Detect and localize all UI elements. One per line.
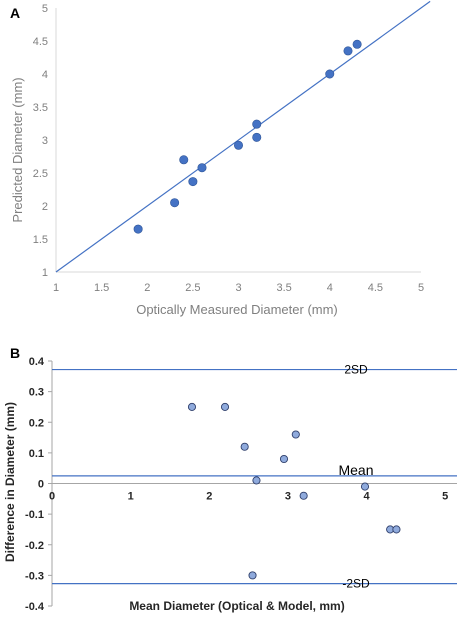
panel-a-data-point [234, 140, 244, 150]
panel-a: A 1 1.5 2 2.5 3 3.5 4 4.5 5 1 1.5 2 2.5 3 3.5 4 4.5 5 Op… [10, 0, 431, 317]
panel-a-y-tick-label: 3.5 [33, 102, 48, 114]
panel-b-x-tick-label: 4 [364, 491, 371, 503]
panel-a-x-tick-label: 1.5 [94, 282, 109, 294]
panel-b-data-point [248, 571, 257, 580]
panel-a-x-tick-label: 4 [327, 282, 333, 294]
panel-a-x-tick-label: 2 [144, 282, 150, 294]
panel-a-y-ticks: 1 1.5 2 2.5 3 3.5 4 4.5 5 [33, 3, 48, 279]
panel-a-data-point [170, 198, 180, 208]
panel-a-x-tick-label: 3 [235, 282, 241, 294]
panel-a-y-tick-label: 2 [42, 201, 48, 213]
panel-a-x-ticks: 1 1.5 2 2.5 3 3.5 4 4.5 5 [53, 282, 424, 294]
panel-a-label: A [10, 5, 20, 21]
panel-b-x-tick-label: 1 [128, 491, 134, 503]
panel-b-data-point [392, 525, 401, 534]
panel-b-x-tick-label: 2 [206, 491, 212, 503]
reference-line-label: Mean [338, 462, 373, 478]
panel-a-y-tick-label: 4 [42, 69, 48, 81]
panel-b-data-point [360, 482, 370, 491]
panel-b-data-point [279, 454, 289, 464]
panel-b-reference-lines: 2SD Mean -2SD [52, 363, 457, 591]
panel-a-y-label: Predicted Diameter (mm) [10, 77, 25, 222]
panel-b-y-tick-label: -0.3 [25, 570, 44, 582]
panel-b-y-tick-label: -0.4 [25, 601, 45, 613]
panel-a-x-tick-label: 2.5 [185, 282, 200, 294]
panel-b-points [187, 402, 401, 580]
panel-b-y-tick-label: 0.4 [29, 356, 45, 368]
identity-line [55, 0, 431, 273]
reference-line-label: -2SD [342, 577, 370, 591]
panel-b-data-point [252, 476, 261, 485]
panel-a-data-point [325, 69, 335, 79]
panel-a-y-tick-label: 5 [42, 3, 48, 15]
panel-a-data-point [197, 163, 207, 173]
panel-b-data-point [187, 402, 197, 411]
panel-a-data-point [188, 177, 198, 187]
panel-b-data-point [220, 402, 230, 411]
panel-a-data-point [252, 132, 262, 142]
panel-a-x-tick-label: 1 [53, 282, 59, 294]
panel-b-y-tick-label: 0.3 [29, 387, 44, 399]
panel-a-x-tick-label: 3.5 [276, 282, 291, 294]
panel-b-y-tick-label: -0.2 [25, 540, 44, 552]
panel-b-y-tick-label: 0.2 [29, 417, 44, 429]
panel-b-label: B [10, 345, 20, 361]
panel-b-x-ticks: 0 1 2 3 4 5 [49, 491, 448, 503]
panel-a-x-label: Optically Measured Diameter (mm) [136, 302, 338, 317]
panel-a-y-tick-label: 2.5 [33, 168, 48, 180]
panel-b-y-label: Difference in Diameter (mm) [3, 402, 17, 562]
panel-a-y-tick-label: 4.5 [33, 36, 48, 48]
panel-a-y-tick-label: 1.5 [33, 234, 48, 246]
panel-b-data-point [291, 430, 300, 439]
panel-b-x-tick-label: 0 [49, 491, 55, 503]
panel-b-data-point [299, 491, 308, 500]
panel-a-y-tick-label: 1 [42, 267, 48, 279]
panel-b-x-label: Mean Diameter (Optical & Model, mm) [129, 599, 344, 613]
panel-b-y-tick-label: -0.1 [25, 509, 44, 521]
panel-a-data-point [343, 46, 353, 56]
panel-b-y-tick-label: 0.1 [29, 448, 44, 460]
panel-b-y-ticks: 0.4 0.3 0.2 0.1 0 -0.1 -0.2 -0.3 -0.4 [25, 356, 52, 613]
panel-a-x-tick-label: 5 [418, 282, 424, 294]
panel-a-data-point [352, 39, 362, 49]
panel-a-points [133, 39, 362, 234]
panel-a-data-point [179, 155, 189, 165]
panel-b-y-tick-label: 0 [38, 479, 44, 491]
reference-line-label: 2SD [344, 363, 368, 377]
panel-b-x-tick-label: 5 [442, 491, 448, 503]
panel-a-x-tick-label: 4.5 [368, 282, 383, 294]
panel-a-data-point [252, 119, 262, 129]
panel-a-data-point [133, 224, 143, 234]
panel-b: B 0 1 2 3 4 5 0.4 0.3 0.2 0.1 0 -0.1 -0.2 -0.3 -0.4 2… [3, 345, 457, 613]
panel-b-x-tick-label: 3 [285, 491, 291, 503]
panel-b-data-point [240, 442, 249, 451]
panel-a-y-tick-label: 3 [42, 135, 48, 147]
